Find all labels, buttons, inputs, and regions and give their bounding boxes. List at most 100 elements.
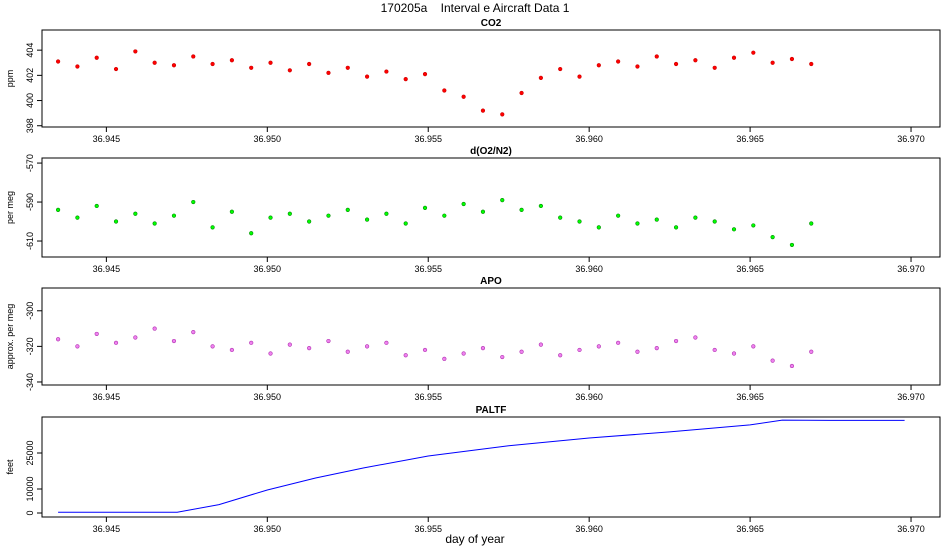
point [789,56,795,62]
point [345,349,350,354]
x-tick-label: 36.970 [897,524,925,534]
y-tick-label: 10000 [25,476,35,501]
point [809,349,814,354]
point [712,347,717,353]
x-tick-label: 36.970 [897,134,925,144]
point [55,207,61,212]
point [809,221,814,226]
x-tick-label: 36.950 [254,264,282,274]
point [577,219,582,224]
point [770,235,775,240]
point [94,331,99,337]
point [113,66,119,72]
point [364,217,370,222]
point [673,338,679,344]
plot-frame [41,416,941,518]
point [596,344,601,349]
x-tick-label: 36.965 [736,264,764,274]
point [249,340,254,345]
point [461,351,466,356]
point [75,215,80,220]
point [442,356,447,361]
point [500,112,505,117]
point [55,337,61,342]
x-tick-label: 36.965 [736,134,764,144]
chart-title: 170205a Interval e Aircraft Data 1 [381,1,570,15]
point [403,353,408,358]
point [403,77,408,82]
x-tick-label: 36.960 [575,134,603,144]
point [249,231,254,236]
point [191,199,196,205]
point [345,65,350,70]
point [287,68,292,73]
point [171,63,177,68]
point [210,344,215,349]
point [94,203,99,209]
point [519,349,524,354]
point [596,63,601,68]
point [345,207,350,212]
y-tick-label: 402 [25,68,35,83]
point [693,215,698,220]
point [384,69,389,74]
point [133,335,138,340]
point [152,326,157,331]
point [442,88,447,93]
point [171,213,177,218]
point [731,227,737,232]
point [403,221,408,226]
point [461,201,466,207]
x-tick-label: 36.950 [254,134,282,144]
point [480,108,486,113]
point [751,223,756,228]
y-tick-label: -300 [25,302,35,320]
point [210,225,215,230]
point [442,213,447,218]
point [712,65,717,70]
point [693,58,698,63]
point [616,213,621,218]
y-tick-label: -320 [25,337,35,355]
point [326,70,331,75]
point [249,65,254,70]
point [751,344,756,349]
point [616,59,621,64]
point [268,351,273,356]
point [152,221,157,226]
point [229,58,234,63]
point [693,335,698,340]
y-axis-label: feet [5,459,15,475]
point [422,71,428,77]
point [75,64,80,69]
point [133,49,138,54]
x-tick-label: 36.970 [897,392,925,402]
point [558,66,563,72]
y-tick-label: -590 [25,193,35,211]
point [519,207,524,212]
point [133,211,138,216]
x-tick-label: 36.960 [575,392,603,402]
point [770,358,775,363]
point [519,90,524,96]
point [654,54,659,59]
point [422,347,428,353]
x-axis-label: day of year [445,532,504,546]
point [500,354,505,360]
point [616,340,621,345]
panel-title: CO2 [481,18,502,29]
x-tick-label: 36.945 [93,134,121,144]
x-tick-label: 36.955 [414,134,442,144]
y-tick-label: 25000 [25,440,35,465]
point [538,75,543,80]
point [500,197,505,203]
y-axis-label: approx. per meg [5,304,15,370]
point [712,219,717,224]
panel-title: d(O2/N2) [470,146,512,157]
x-tick-label: 36.965 [736,524,764,534]
x-tick-label: 36.950 [254,392,282,402]
x-tick-label: 36.970 [897,264,925,274]
point [384,340,389,345]
plot-frame [41,287,941,386]
